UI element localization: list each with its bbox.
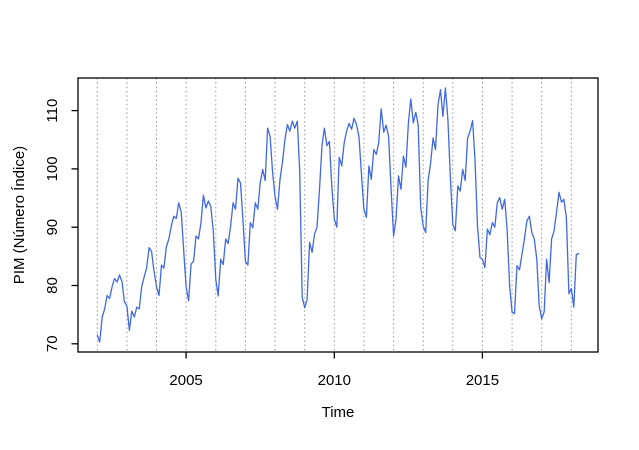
y-tick-label: 70 [44,335,61,352]
plot-frame [77,77,599,353]
pim-series-line [96,87,580,343]
x-axis-ticks: 2005 2010 2015 [169,352,499,389]
x-axis-title: Time [322,404,355,421]
x-tick-label: 2015 [466,372,499,389]
y-tick-label: 90 [44,219,61,236]
y-tick-label: 80 [44,277,61,294]
y-tick-label: 100 [44,156,61,181]
x-tick-label: 2010 [318,372,351,389]
x-tick-label: 2005 [169,372,202,389]
y-axis-title: PIM (Número Índice) [11,146,28,284]
y-tick-label: 110 [44,99,61,123]
y-axis-ticks: 70 80 90 100 110 [44,99,78,352]
